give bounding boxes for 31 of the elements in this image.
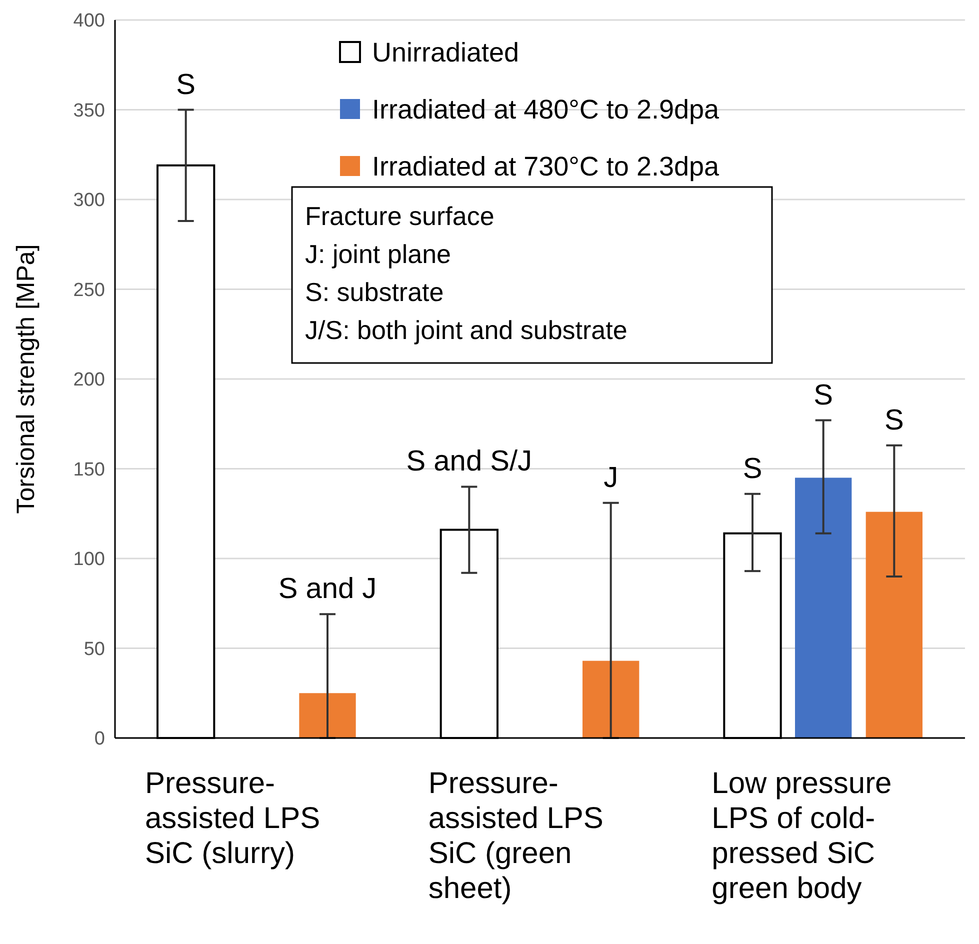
x-tick-label: Pressure-assisted LPS SiC (slurry) (145, 767, 320, 870)
x-tick-label: Low pressure LPS of cold-pressed SiC green body (712, 767, 892, 905)
annotation: S (884, 404, 904, 436)
annotation: S (176, 68, 196, 101)
annotation: S (742, 452, 762, 485)
y-tick-label: 350 (73, 100, 105, 122)
y-tick-label: 50 (84, 638, 105, 660)
legend-label: Irradiated at 480°C to 2.9dpa (372, 94, 720, 124)
y-tick-label: 300 (73, 190, 105, 212)
bar (866, 512, 922, 738)
bar (582, 660, 640, 738)
y-tick-label: 0 (94, 728, 105, 750)
bar (795, 478, 852, 738)
annotation: S and J (278, 573, 377, 606)
x-tick-label: Pressure-assisted LPS SiC (green sheet) (428, 767, 604, 905)
annotation: J: joint plane (305, 239, 451, 269)
annotation: Fracture surface (305, 201, 494, 231)
annotation: S and S/J (406, 446, 532, 478)
y-tick-label: 100 (73, 549, 105, 570)
y-tick-label: 400 (73, 10, 105, 32)
annotation: J/S: both joint and substrate (305, 315, 628, 345)
legend-label: Unirradiated (372, 37, 520, 68)
y-tick-label: 150 (73, 459, 105, 480)
legend-label: Irradiated at 730°C to 2.3dpa (372, 151, 720, 182)
annotation: S (814, 379, 834, 412)
y-tick-label: 200 (73, 370, 105, 391)
y-tick-label: 250 (73, 280, 105, 301)
annotation: J (604, 462, 618, 494)
annotation: S: substrate (305, 277, 444, 307)
y-axis-title: Torsional strength [MPa] (12, 244, 40, 514)
bar (299, 693, 356, 738)
